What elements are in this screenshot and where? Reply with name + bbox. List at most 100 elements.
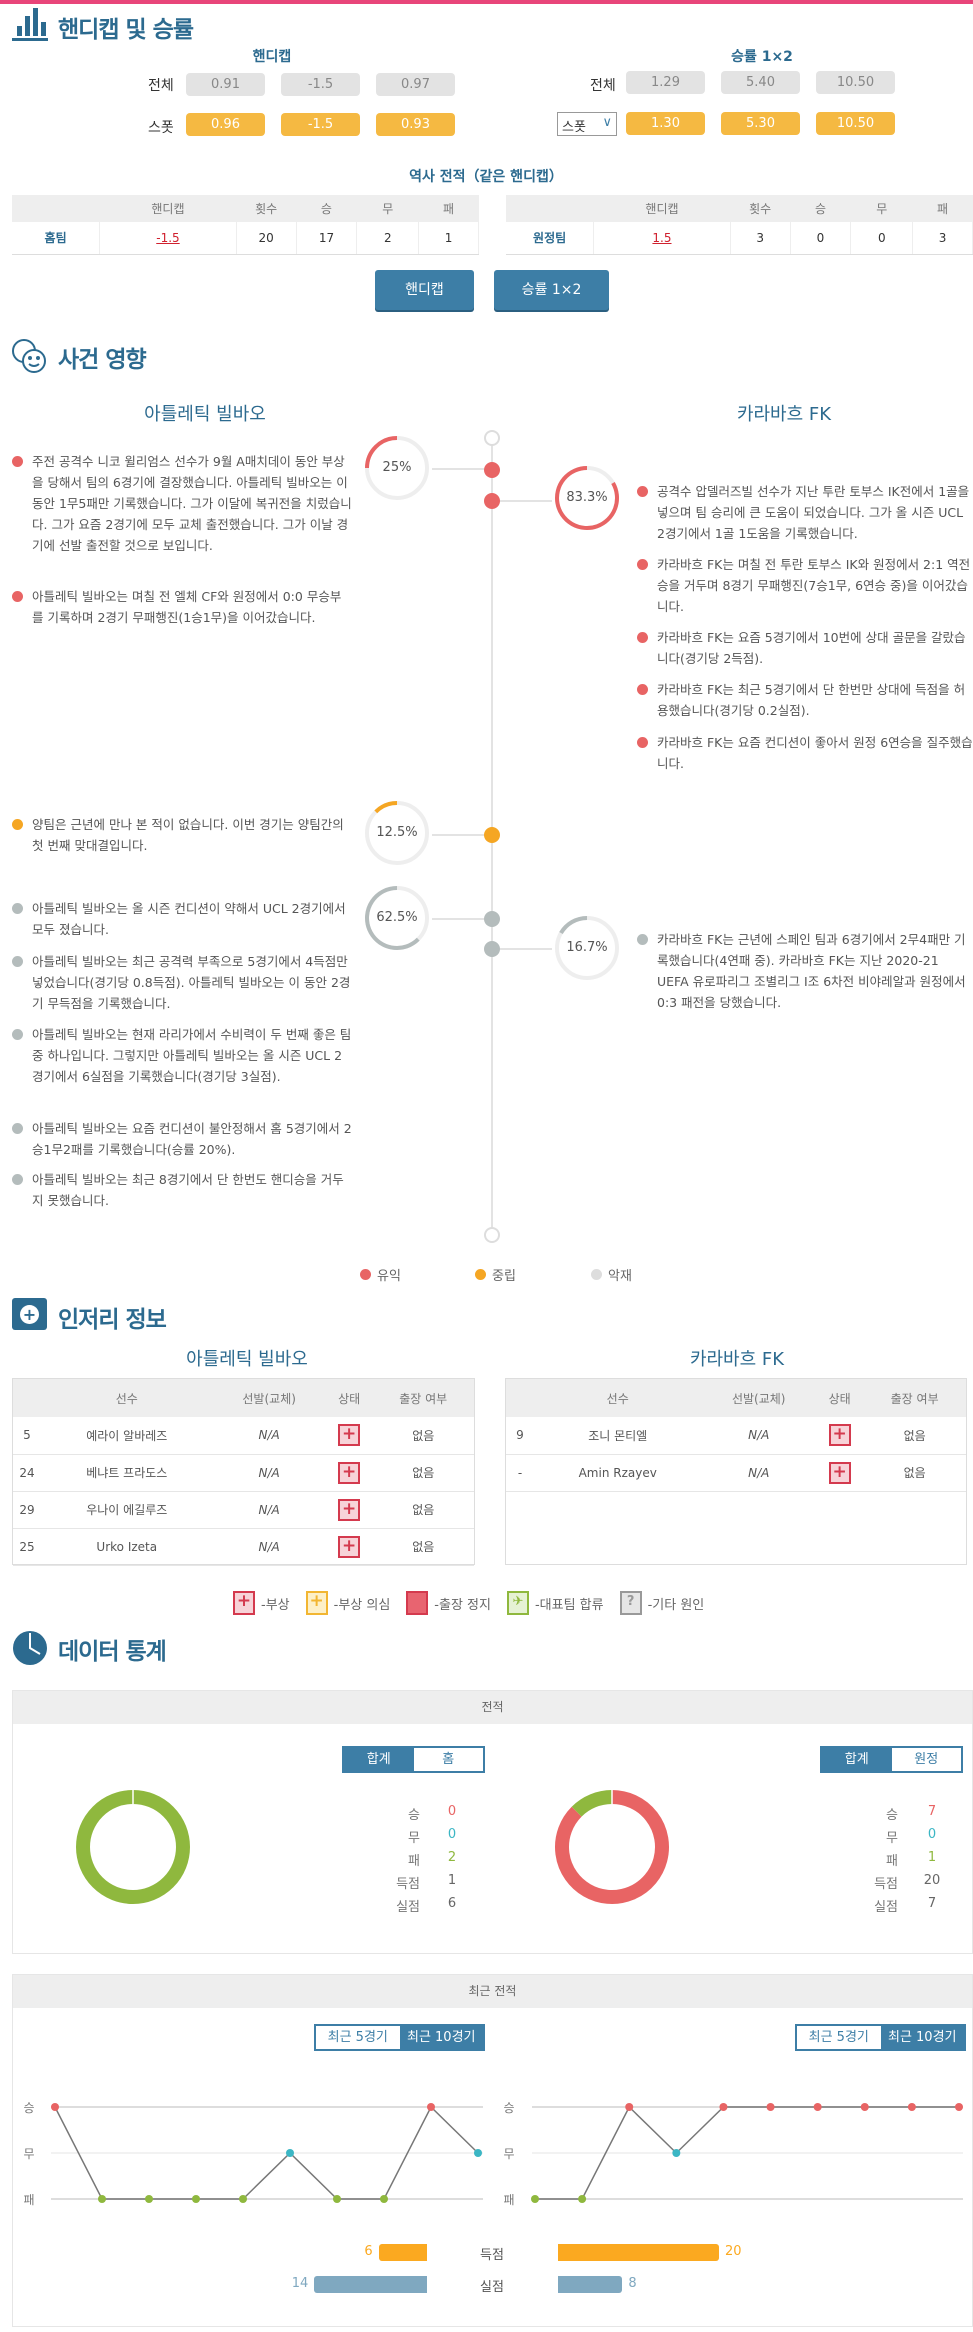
legend-doubtful: + -부상 의심 <box>305 1591 390 1615</box>
away-record-toggle: 합계 원정 <box>820 1746 963 1773</box>
neutral-ring <box>365 801 429 865</box>
odds-box-win-spot[interactable]: 5.30 <box>721 112 800 135</box>
conceded-value: 8 <box>628 2276 637 2291</box>
recent-form-charts: 승무패 승무패 <box>23 2101 963 2207</box>
odds-box-win-spot[interactable]: 10.50 <box>816 112 895 135</box>
away-recent-toggle: 최근 5경기 최근 10경기 <box>795 2024 966 2051</box>
player-name[interactable]: 조니 몬티엘 <box>534 1417 702 1455</box>
legend-neutral: 중립 <box>475 1265 516 1284</box>
odds-box-handicap-spot[interactable]: 0.93 <box>376 113 455 136</box>
goals-label: 득점 <box>480 2248 504 2263</box>
cell-value[interactable]: 1.5 <box>652 230 672 245</box>
bullet-icon <box>637 684 648 695</box>
goals-value: 20 <box>725 2244 742 2259</box>
toggle-away[interactable]: 원정 <box>891 1748 961 1771</box>
section-title-odds: 핸디캡 및 승률 <box>58 17 194 43</box>
impact-item: 카라바흐 FK는 요즘 5경기에서 10번에 상대 골문을 갈랐습니다(경기당 … <box>637 627 973 669</box>
history-table-home: 핸디캡 횟수 승 무 패 홈팀 -1.5 20 17 2 1 <box>12 195 479 255</box>
player-name[interactable]: 예라이 알바레즈 <box>41 1417 213 1455</box>
home-negative-arc <box>365 886 420 950</box>
form-point <box>145 2195 153 2203</box>
column-header: 승 <box>790 195 851 222</box>
odds-box-handicap-spot[interactable]: 0.96 <box>186 113 265 136</box>
impact-away-team: 카라바흐 FK <box>736 404 832 425</box>
stat-label: 실점 <box>874 1900 898 1915</box>
column-header: 횟수 <box>730 195 791 222</box>
impact-text: 아틀레틱 빌바오는 며칠 전 엘체 CF와 원정에서 0:0 무승부를 기록하며… <box>32 589 342 625</box>
form-point <box>955 2103 963 2111</box>
toggle-last-10[interactable]: 최근 10경기 <box>399 2026 483 2049</box>
odds-box-handicap-all[interactable]: 0.97 <box>376 73 455 96</box>
player-name[interactable]: 베냐트 프라도스 <box>41 1454 213 1492</box>
timeline-dot-icon <box>484 911 500 927</box>
player-name[interactable]: Amin Rzayev <box>534 1454 702 1492</box>
toggle-last-10[interactable]: 최근 10경기 <box>880 2026 964 2049</box>
handicap-title: 핸디캡 <box>252 49 292 65</box>
column-header: 패 <box>418 195 479 222</box>
winrate-button[interactable]: 승률 1×2 <box>494 270 609 310</box>
connector-line <box>500 948 552 950</box>
odds-box-win-all[interactable]: 1.29 <box>626 71 705 94</box>
legend-other: ? -기타 원인 <box>619 1591 704 1615</box>
odds-box-handicap-spot[interactable]: -1.5 <box>281 113 360 136</box>
toggle-last-5[interactable]: 최근 5경기 <box>316 2026 400 2049</box>
player-name[interactable]: Urko Izeta <box>41 1528 213 1566</box>
lineup-status: N/A <box>212 1528 326 1566</box>
stat-value: 6 <box>447 1896 457 1911</box>
injury-cross-icon: + <box>338 1535 361 1558</box>
form-point <box>578 2195 587 2203</box>
bullet-icon <box>12 1029 23 1040</box>
handicap-button[interactable]: 핸디캡 <box>375 270 474 310</box>
question-icon: ? <box>619 1591 642 1615</box>
impact-text: 아틀레틱 빌바오는 최근 8경기에서 단 한번도 핸디승을 거두지 못했습니다. <box>32 1172 344 1208</box>
cell-value[interactable]: -1.5 <box>156 230 180 245</box>
stat-value: 20 <box>923 1873 941 1888</box>
spot-select[interactable]: 스폿 ∨ <box>557 112 617 136</box>
injury-cross-icon: + <box>338 1498 361 1521</box>
table-header-row: 선수 선발(교체) 상태 출장 여부 <box>506 1379 966 1417</box>
away-negative-ring <box>555 916 619 980</box>
table-row: 25 Urko Izeta N/A + 없음 <box>13 1528 474 1566</box>
odds-box-win-all[interactable]: 10.50 <box>816 71 895 94</box>
availability: 없음 <box>372 1491 474 1529</box>
table-row: 5 예라이 알바레즈 N/A + 없음 <box>13 1417 474 1455</box>
injury-cross-icon: + <box>338 1461 361 1484</box>
history-title: 역사 전적（같은 핸디캡） <box>409 169 563 185</box>
odds-box-handicap-all[interactable]: -1.5 <box>281 73 360 96</box>
home-positive-ring <box>365 436 429 500</box>
form-point <box>98 2195 106 2203</box>
column-header: 출장 여부 <box>863 1379 966 1417</box>
impact-text: 아틀레틱 빌바오는 요즘 컨디션이 불안정해서 홈 5경기에서 2승1무2패를 … <box>32 1121 352 1157</box>
impact-text: 카라바흐 FK는 근년에 스페인 팀과 6경기에서 2무4패만 기록했습니다(4… <box>657 932 966 1010</box>
odds-box-win-all[interactable]: 5.40 <box>721 71 800 94</box>
impact-item: 주전 공격수 니코 윌리엄스 선수가 9월 A매치데이 동안 부상을 당해서 팀… <box>12 451 352 556</box>
stat-value: 7 <box>927 1896 937 1911</box>
cell-value: 1 <box>444 230 453 245</box>
table-row: 원정팀 1.5 3 0 0 3 <box>506 222 973 255</box>
player-name[interactable]: 우나이 에길루즈 <box>41 1491 213 1529</box>
toggle-total[interactable]: 합계 <box>822 1748 892 1771</box>
legend-negative: 악재 <box>591 1265 632 1284</box>
odds-box-win-spot[interactable]: 1.30 <box>626 112 705 135</box>
timeline-dot-icon <box>484 493 500 509</box>
injury-cross-icon: + <box>233 1591 255 1615</box>
column-header: 상태 <box>325 1379 373 1417</box>
toggle-last-5[interactable]: 최근 5경기 <box>797 2026 881 2049</box>
form-point <box>192 2195 200 2203</box>
conceded-bar <box>314 2276 427 2293</box>
table-row: 홈팀 -1.5 20 17 2 1 <box>12 222 479 255</box>
timeline-dot-icon <box>484 941 500 957</box>
legend-label: 중립 <box>492 1269 516 1284</box>
impact-text: 아틀레틱 빌바오는 현재 라리가에서 수비력이 두 번째 좋은 팀 중 하나입니… <box>32 1027 352 1084</box>
away-negative-arc <box>559 916 588 935</box>
injury-cross-icon: + <box>828 1461 851 1484</box>
y-tick-label: 패 <box>503 2193 514 2207</box>
toggle-total[interactable]: 합계 <box>344 1748 414 1771</box>
column-header: 핸디캡 <box>99 195 237 222</box>
y-tick-label: 무 <box>503 2147 514 2161</box>
toggle-home[interactable]: 홈 <box>413 1748 483 1771</box>
odds-box-handicap-all[interactable]: 0.91 <box>186 73 265 96</box>
cell-value: 20 <box>258 230 274 245</box>
home-negative-ring <box>365 886 429 950</box>
bullet-icon <box>637 632 648 643</box>
